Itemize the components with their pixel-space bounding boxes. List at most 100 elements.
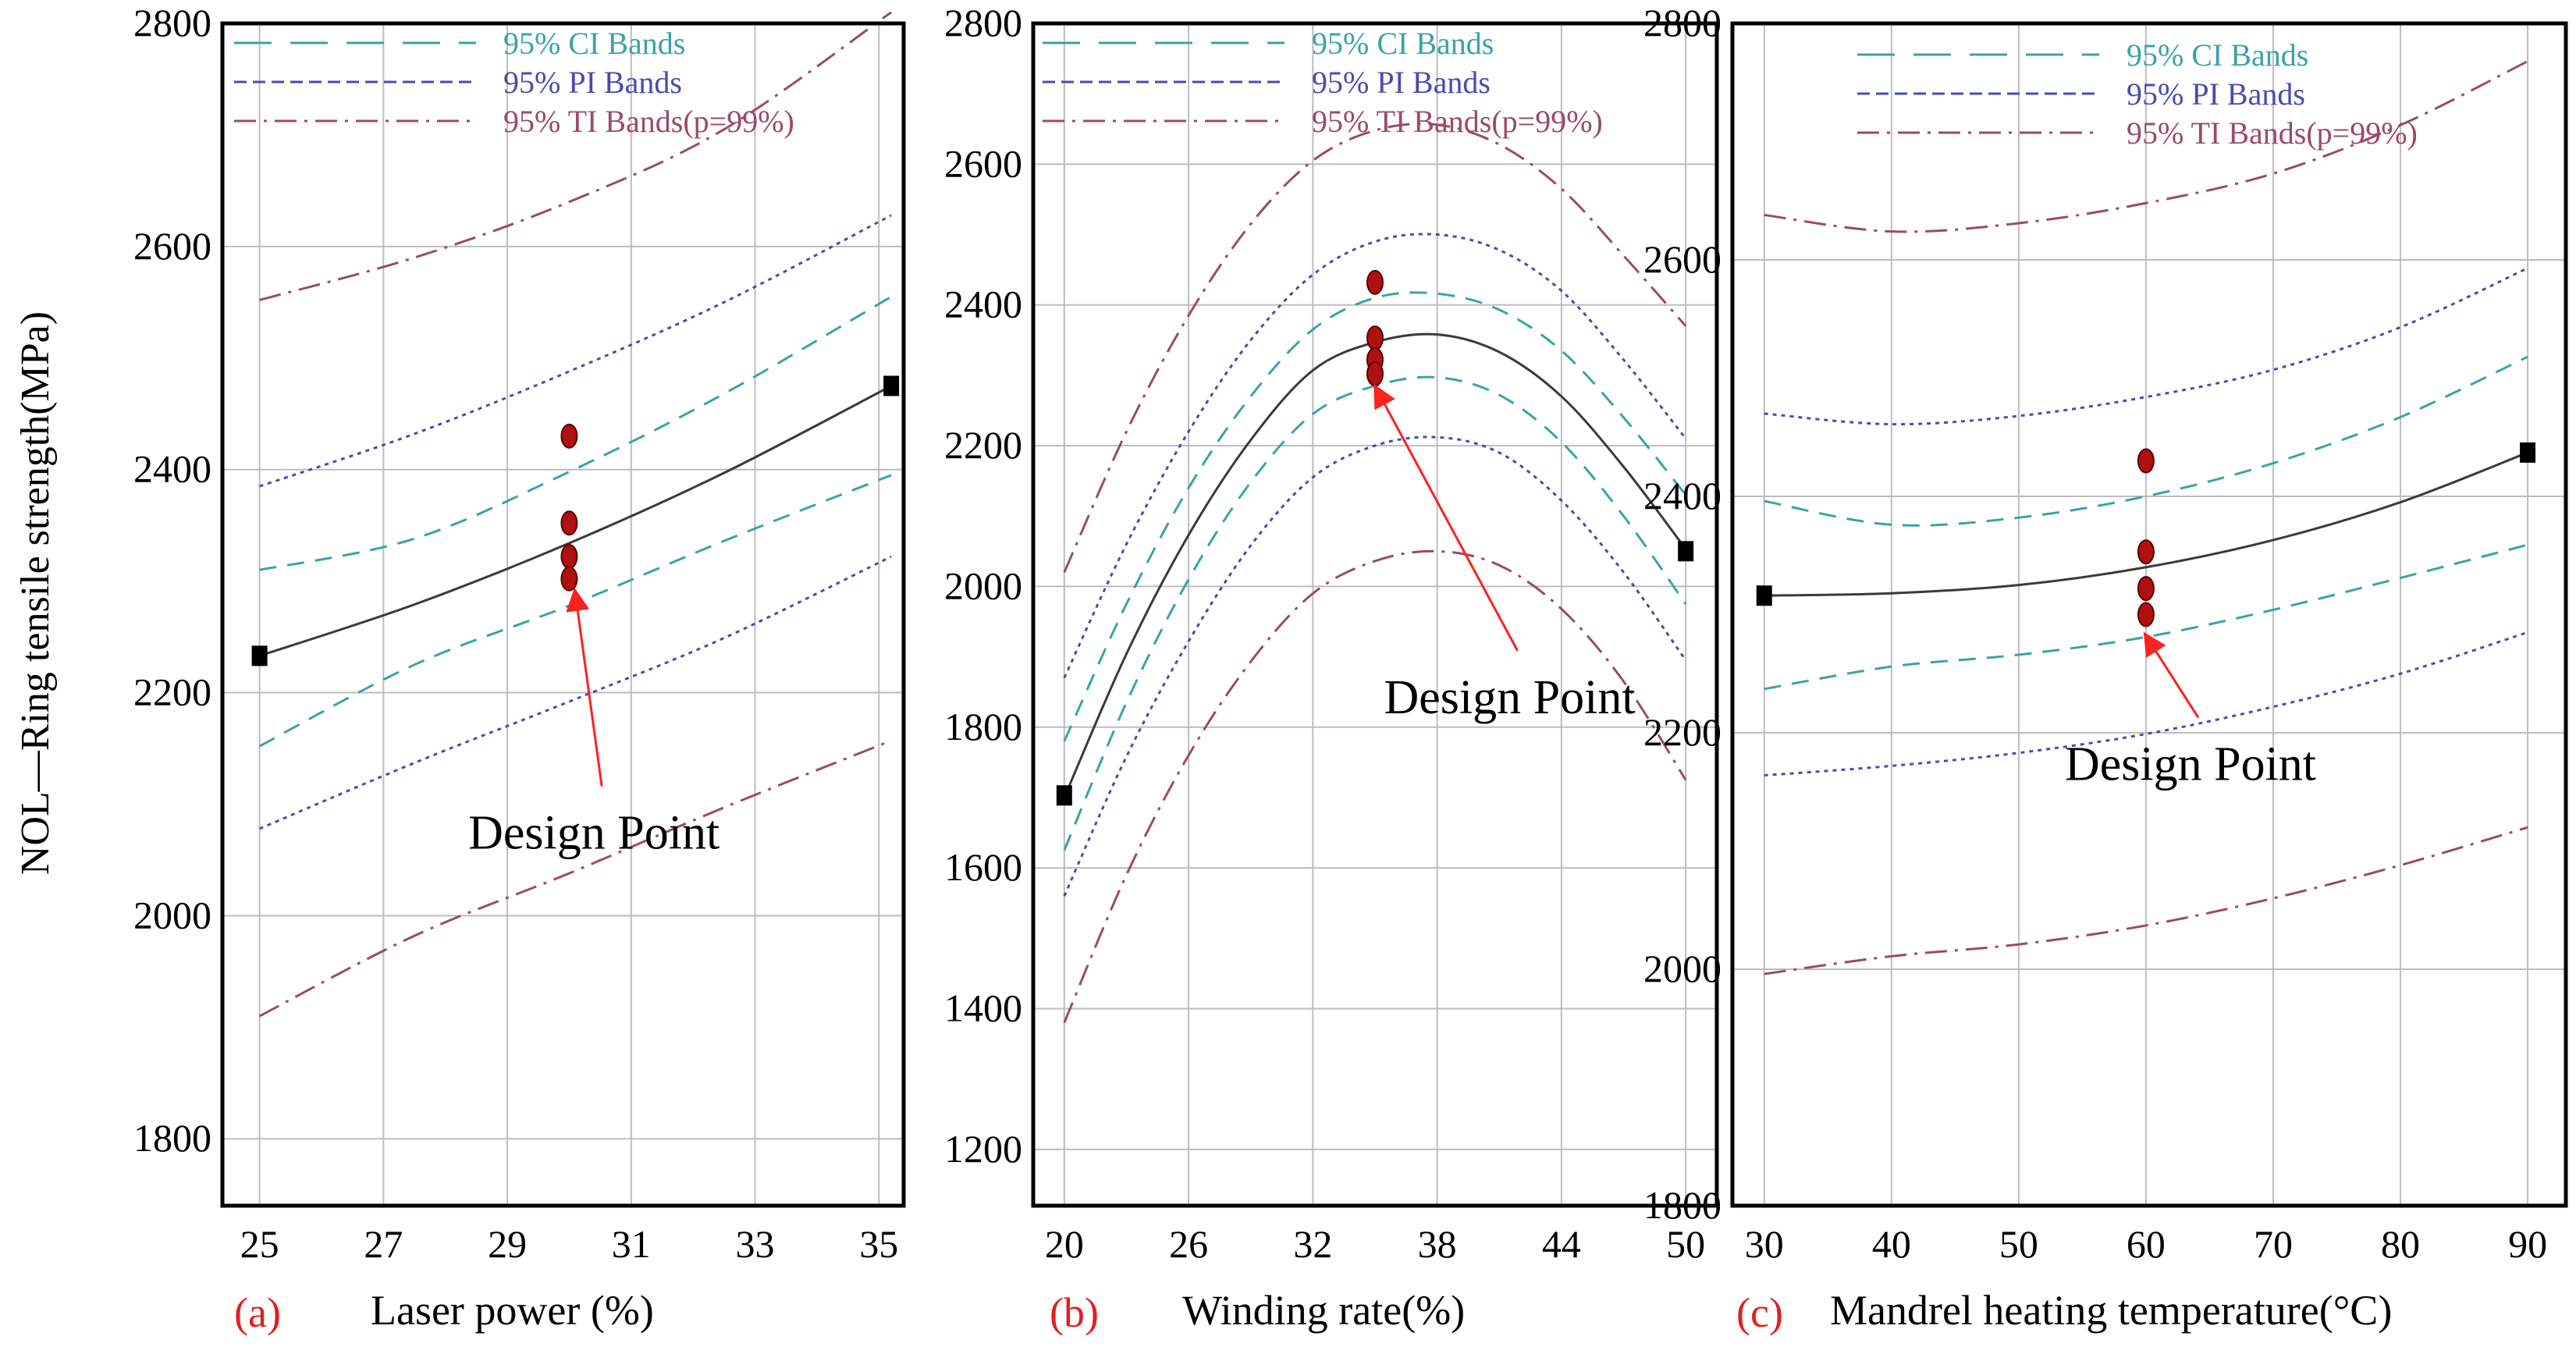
- panel-label: (a): [234, 1289, 281, 1336]
- legend-label-ti: 95% TI Bands(p=99%): [1312, 104, 1603, 139]
- panel-label: (c): [1736, 1289, 1783, 1336]
- design-point-arrow: [566, 587, 603, 787]
- x-tick-label: 80: [2381, 1222, 2420, 1266]
- series-95-ti-lower: [258, 739, 892, 1018]
- design-point-marker: [560, 510, 578, 536]
- design-point-label: Design Point: [468, 807, 720, 860]
- y-tick-label: 1600: [944, 845, 1022, 889]
- design-point-marker: [2137, 576, 2155, 602]
- y-tick-label: 2800: [133, 1, 211, 44]
- series-95-ci-upper: [1764, 355, 2528, 527]
- series-95-ti-upper: [1063, 123, 1687, 573]
- y-tick-label: 1200: [944, 1127, 1022, 1171]
- y-tick-label: 1400: [944, 986, 1022, 1030]
- y-tick-label: 2400: [133, 447, 211, 491]
- design-point-marker: [1366, 325, 1384, 351]
- plot-frame: [220, 21, 906, 1208]
- x-tick-label: 35: [859, 1222, 898, 1266]
- legend-label-ci: 95% CI Bands: [503, 26, 685, 61]
- legend-label-pi: 95% PI Bands: [1312, 65, 1491, 100]
- design-point-label: Design Point: [2065, 738, 2316, 791]
- design-point-marker: [560, 423, 578, 449]
- design-point-marker: [2137, 602, 2155, 627]
- series-fit: [259, 385, 892, 657]
- series-95-ti-upper: [1764, 60, 2528, 233]
- y-tick-label: 2200: [944, 423, 1022, 467]
- y-tick-label: 2800: [944, 1, 1022, 44]
- series-95-ti-lower: [1063, 549, 1687, 1024]
- plot-frame: [1730, 21, 2568, 1208]
- design-point-marker: [2137, 539, 2155, 565]
- design-point-marker: [560, 566, 578, 592]
- y-tick-label: 2600: [1643, 237, 1721, 281]
- legend-label-pi: 95% PI Bands: [2127, 76, 2305, 112]
- series-95-pi-upper: [259, 214, 892, 488]
- series-95-ti-lower: [1764, 826, 2528, 975]
- panel-label: (b): [1050, 1289, 1099, 1336]
- endpoint-marker: [1756, 585, 1772, 606]
- y-tick-label: 2000: [1643, 947, 1721, 990]
- x-tick-label: 29: [488, 1222, 527, 1266]
- x-tick-label: 90: [2508, 1222, 2547, 1266]
- x-tick-label: 33: [736, 1222, 775, 1266]
- x-tick-label: 70: [2254, 1222, 2293, 1266]
- endpoint-marker: [1056, 785, 1072, 806]
- series-95-ci-lower: [1764, 543, 2528, 691]
- endpoint-marker: [1678, 541, 1694, 562]
- legend-label-ti: 95% TI Bands(p=99%): [503, 104, 794, 139]
- chart-panel-c: 30 40 50 60 70 80 90 1800 2000 2200 2400 2600 2800 95…: [1643, 1, 2568, 1336]
- x-tick-label: 25: [240, 1222, 279, 1266]
- x-tick-label: 50: [1999, 1222, 2038, 1266]
- design-point-marker: [560, 544, 578, 570]
- y-tick-label: 2000: [133, 893, 211, 936]
- y-tick-label: 1800: [133, 1116, 211, 1160]
- y-tick-label: 2200: [133, 670, 211, 714]
- x-tick-label: 26: [1169, 1222, 1208, 1266]
- series-95-pi-lower: [259, 555, 892, 830]
- y-tick-label: 2000: [944, 563, 1022, 607]
- x-tick-label: 50: [1666, 1222, 1705, 1266]
- chart-panel-a: 25 27 29 31 33 35 1800 2000 2200 2400 2600 2800 95% …: [133, 1, 906, 1336]
- series-95-pi-lower: [1764, 631, 2528, 777]
- x-tick-label: 31: [612, 1222, 651, 1266]
- x-tick-label: 38: [1418, 1222, 1457, 1266]
- design-point-marker: [1366, 269, 1384, 295]
- y-tick-label: 2600: [133, 224, 211, 268]
- series-95-pi-upper: [1063, 233, 1687, 679]
- design-point-arrow: [1373, 383, 1519, 652]
- y-tick-label: 2800: [1643, 1, 1721, 44]
- legend-label-ti: 95% TI Bands(p=99%): [2127, 115, 2418, 151]
- design-point-arrow: [2143, 631, 2200, 719]
- x-axis-label: Winding rate(%): [1182, 1287, 1465, 1334]
- y-tick-label: 2600: [944, 141, 1022, 185]
- x-tick-label: 32: [1293, 1222, 1332, 1266]
- endpoint-marker: [883, 375, 900, 396]
- design-point-marker: [1366, 361, 1384, 387]
- y-tick-label: 2200: [1643, 710, 1721, 754]
- x-tick-label: 27: [364, 1222, 403, 1266]
- series-fit: [1764, 451, 2528, 597]
- x-tick-label: 20: [1045, 1222, 1084, 1266]
- x-tick-label: 44: [1542, 1222, 1581, 1266]
- series-95-pi-lower: [1063, 435, 1687, 897]
- series-95-ti-upper: [259, 11, 892, 301]
- y-axis-label: NOL—Ring tensile strength(MPa): [13, 311, 58, 875]
- y-tick-label: 1800: [944, 705, 1022, 748]
- y-tick-label: 2400: [1643, 474, 1721, 517]
- series-95-ci-upper: [1063, 291, 1687, 742]
- x-tick-label: 30: [1745, 1222, 1784, 1266]
- chart-panel-b: 20 26 32 38 44 50 1200 1400 1600 1800 2000 2200 2400…: [944, 1, 1719, 1336]
- design-point-label: Design Point: [1384, 671, 1635, 724]
- x-axis-label: Laser power (%): [371, 1287, 654, 1334]
- x-axis-label: Mandrel heating temperature(°C): [1830, 1287, 2392, 1334]
- legend-label-pi: 95% PI Bands: [503, 65, 682, 100]
- series-95-ci-upper: [259, 295, 892, 571]
- legend-label-ci: 95% CI Bands: [1312, 26, 1494, 61]
- endpoint-marker: [2520, 442, 2536, 463]
- x-tick-label: 40: [1872, 1222, 1911, 1266]
- series-fit: [1063, 332, 1687, 798]
- y-tick-label: 1800: [1643, 1183, 1721, 1227]
- y-tick-label: 2400: [944, 283, 1022, 326]
